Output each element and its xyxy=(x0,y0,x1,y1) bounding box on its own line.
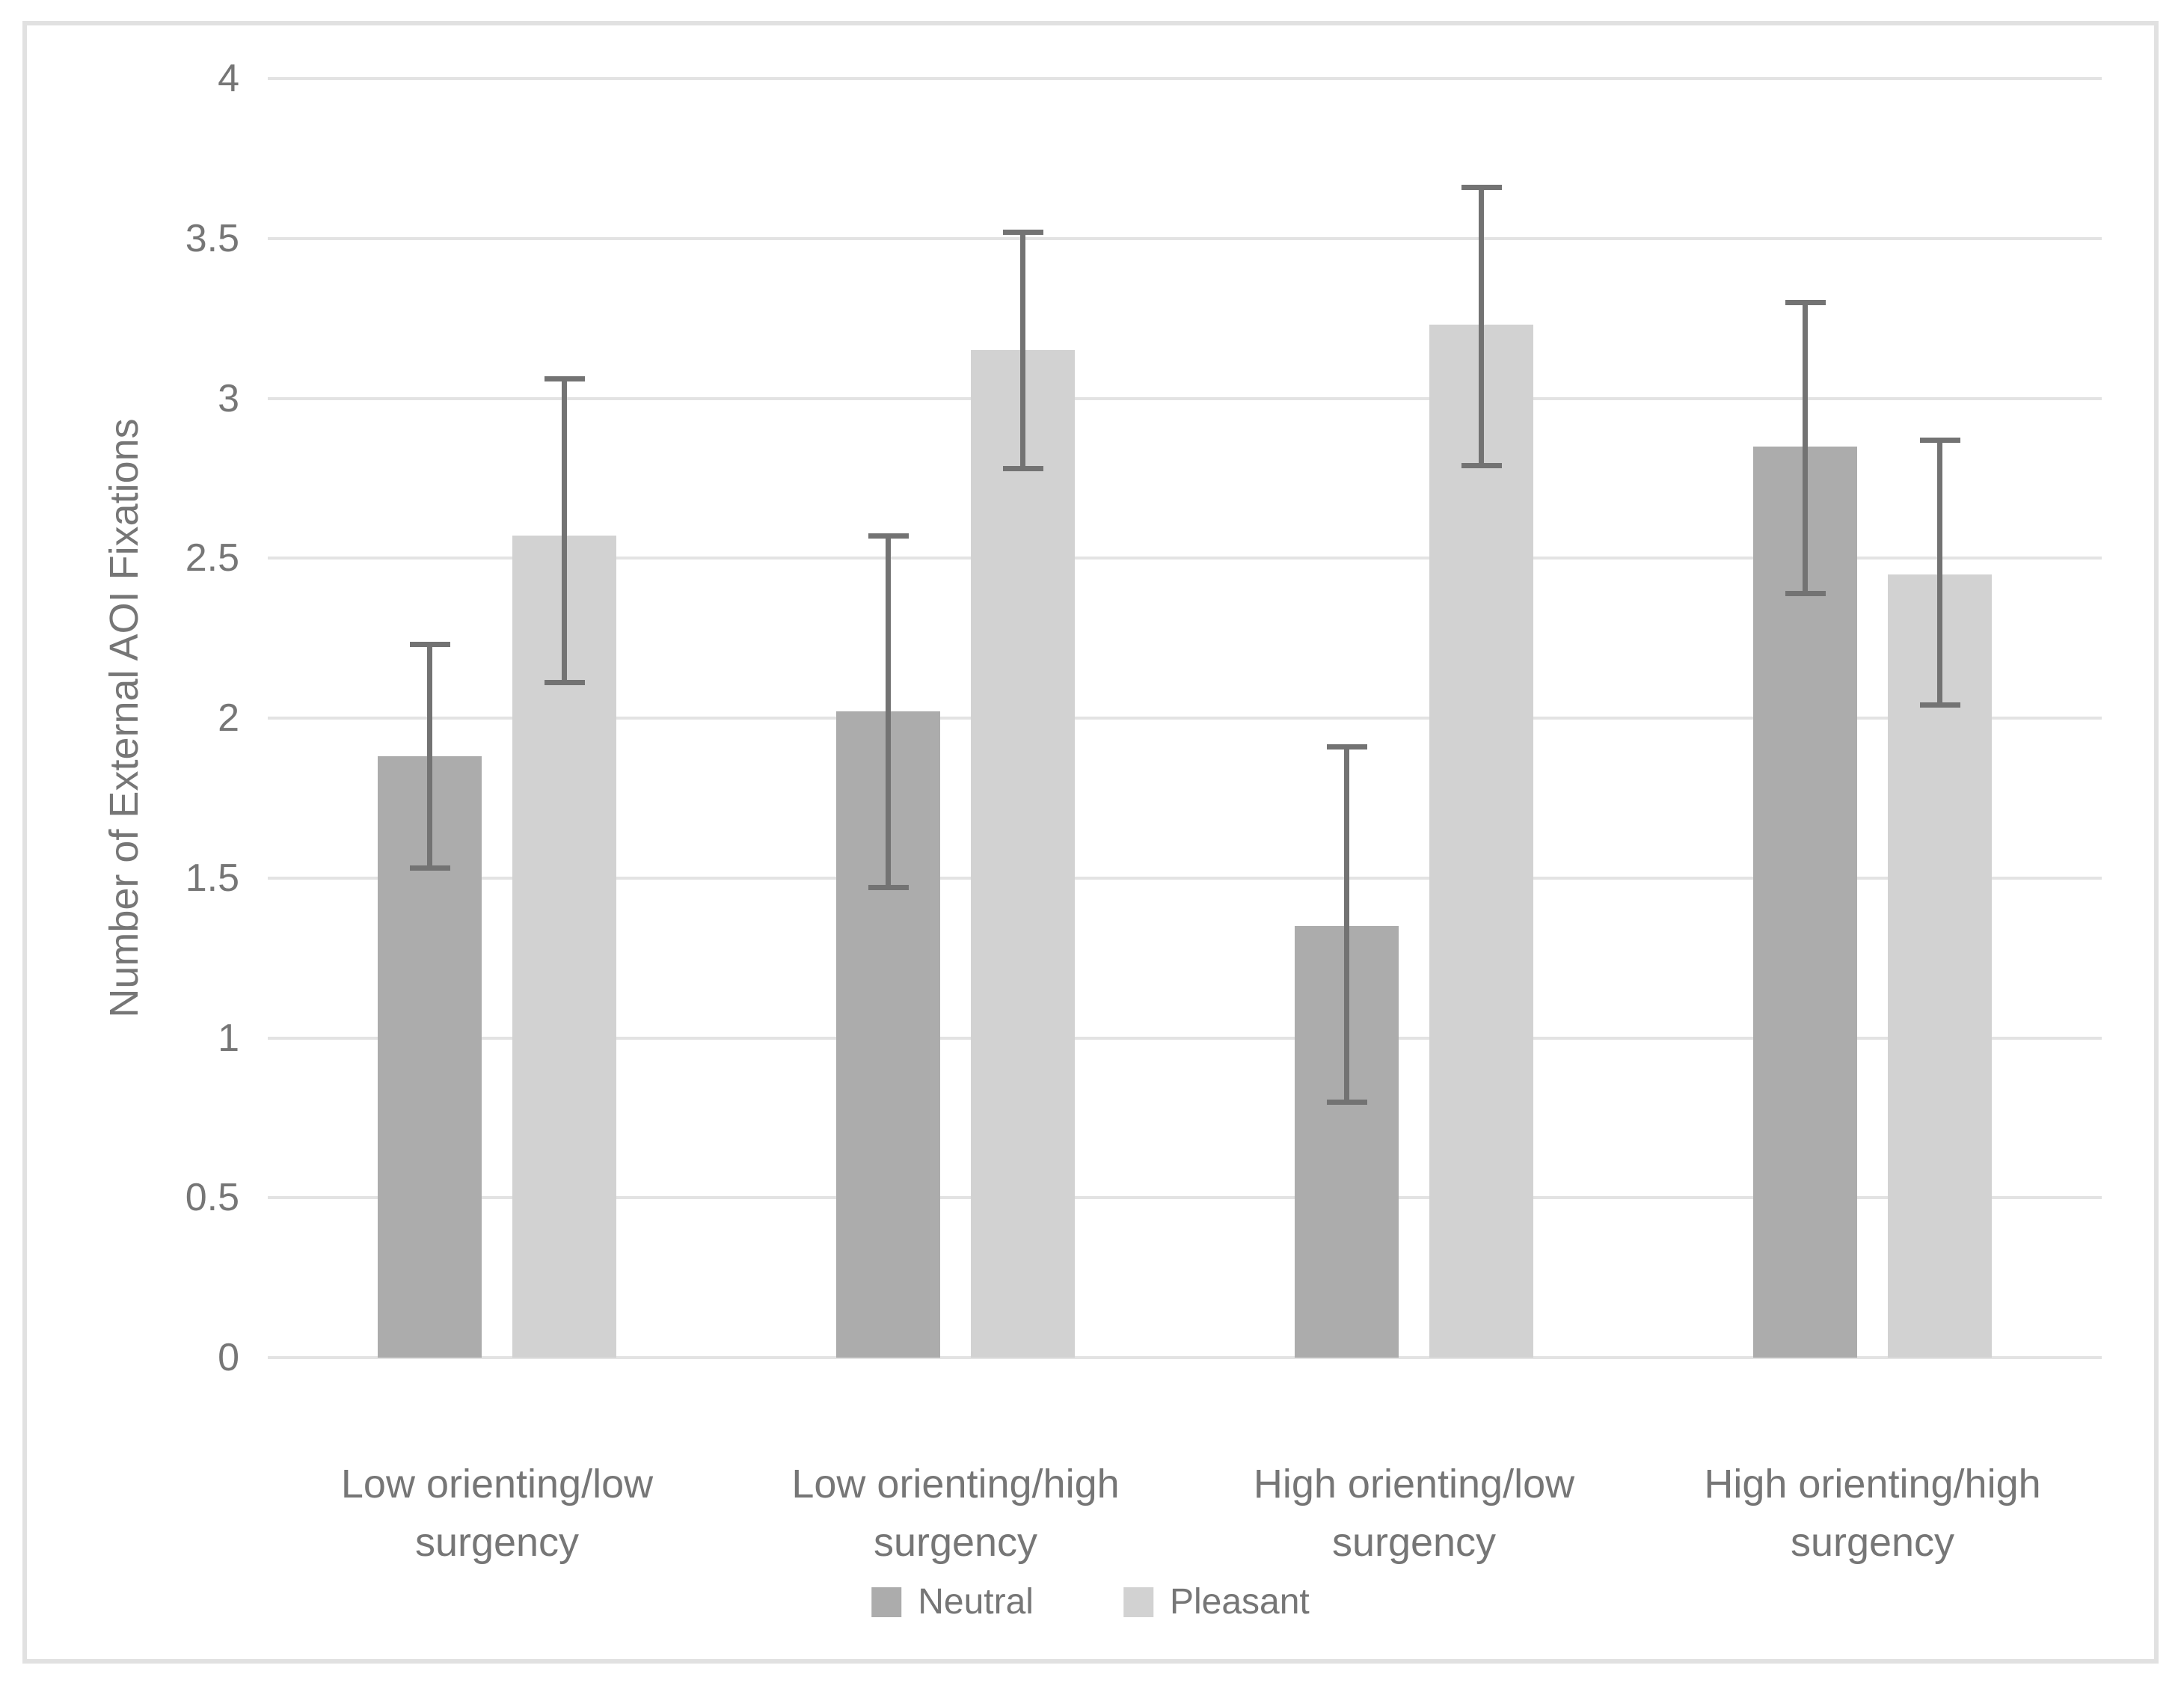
x-axis-label-line: High orienting/low xyxy=(1253,1462,1575,1506)
error-bar-pleasant-group4-cap-top xyxy=(1919,437,1960,443)
y-tick-label-2.5: 2.5 xyxy=(185,536,239,580)
gridline-y-3 xyxy=(268,396,2102,400)
gridline-y-0.5 xyxy=(268,1196,2102,1200)
error-bar-neutral-group4-cap-top xyxy=(1785,299,1826,305)
gridline-y-1.5 xyxy=(268,876,2102,880)
error-bar-neutral-group4-cap-bottom xyxy=(1785,590,1826,596)
y-tick-label-1.5: 1.5 xyxy=(185,856,239,900)
legend-item-pleasant: Pleasant xyxy=(1123,1584,1310,1620)
y-tick-label-3.5: 3.5 xyxy=(185,216,239,260)
x-axis-label-line: Low orienting/low xyxy=(340,1462,654,1506)
error-bar-pleasant-group1-cap-bottom xyxy=(544,680,585,686)
legend-swatch-pleasant xyxy=(1123,1587,1153,1617)
error-bar-neutral-group2-cap-bottom xyxy=(868,885,909,891)
legend-label-pleasant: Pleasant xyxy=(1169,1582,1310,1622)
y-tick-label-0: 0 xyxy=(218,1336,239,1379)
gridline-y-4 xyxy=(268,77,2102,80)
error-bar-neutral-group3-stem xyxy=(1344,747,1349,1102)
gridline-y-2.5 xyxy=(268,557,2102,560)
bar-pleasant-group3 xyxy=(1429,325,1533,1358)
error-bar-pleasant-group1-stem xyxy=(562,378,567,683)
x-axis-label-group3: High orienting/low surgency xyxy=(1183,1455,1646,1572)
error-bar-pleasant-group3-cap-top xyxy=(1461,184,1502,190)
gridline-y-0 xyxy=(268,1356,2102,1359)
error-bar-neutral-group3-cap-bottom xyxy=(1326,1099,1367,1105)
bar-neutral-group4 xyxy=(1753,446,1857,1358)
error-bar-pleasant-group2-stem xyxy=(1020,232,1025,469)
error-bar-pleasant-group3-stem xyxy=(1479,187,1484,466)
x-axis-label-line: Low orienting/high xyxy=(791,1462,1120,1506)
y-tick-label-0.5: 0.5 xyxy=(185,1176,239,1220)
error-bar-pleasant-group4-cap-bottom xyxy=(1919,702,1960,708)
gridline-y-3.5 xyxy=(268,236,2102,240)
error-bar-neutral-group4-stem xyxy=(1803,302,1808,594)
error-bar-neutral-group1-cap-top xyxy=(409,642,450,648)
error-bar-neutral-group1-stem xyxy=(427,644,432,868)
bar-pleasant-group2 xyxy=(971,350,1075,1358)
error-bar-pleasant-group2-cap-bottom xyxy=(1002,466,1043,472)
error-bar-pleasant-group4-stem xyxy=(1937,440,1942,705)
y-tick-label-1: 1 xyxy=(218,1016,239,1060)
x-axis-label-line: High orienting/high xyxy=(1704,1462,2041,1506)
y-tick-label-2: 2 xyxy=(218,696,239,740)
error-bar-neutral-group2-cap-top xyxy=(868,533,909,539)
legend: Neutral Pleasant xyxy=(871,1584,1310,1620)
y-tick-label-3: 3 xyxy=(218,376,239,420)
y-tick-label-4: 4 xyxy=(218,57,239,100)
x-axis-label-line: surgency xyxy=(1790,1520,1955,1565)
error-bar-pleasant-group2-cap-top xyxy=(1002,229,1043,235)
gridline-y-2 xyxy=(268,717,2102,720)
x-axis-label-line: surgency xyxy=(1331,1520,1497,1565)
error-bar-neutral-group1-cap-bottom xyxy=(409,865,450,871)
legend-swatch-neutral xyxy=(871,1587,902,1617)
x-axis-label-group4: High orienting/high surgency xyxy=(1641,1455,2105,1572)
error-bar-pleasant-group3-cap-bottom xyxy=(1461,462,1502,468)
x-axis-label-group1: Low orienting/low surgency xyxy=(266,1455,729,1572)
legend-item-neutral: Neutral xyxy=(871,1584,1034,1620)
error-bar-pleasant-group1-cap-top xyxy=(544,376,585,382)
x-axis-label-line: surgency xyxy=(873,1520,1038,1565)
gridline-y-1 xyxy=(268,1036,2102,1040)
legend-label-neutral: Neutral xyxy=(918,1582,1034,1622)
error-bar-neutral-group2-stem xyxy=(886,536,891,888)
x-axis-label-line: surgency xyxy=(414,1520,580,1565)
error-bar-neutral-group3-cap-top xyxy=(1326,744,1367,749)
x-axis-label-group2: Low orienting/high surgency xyxy=(724,1455,1188,1572)
